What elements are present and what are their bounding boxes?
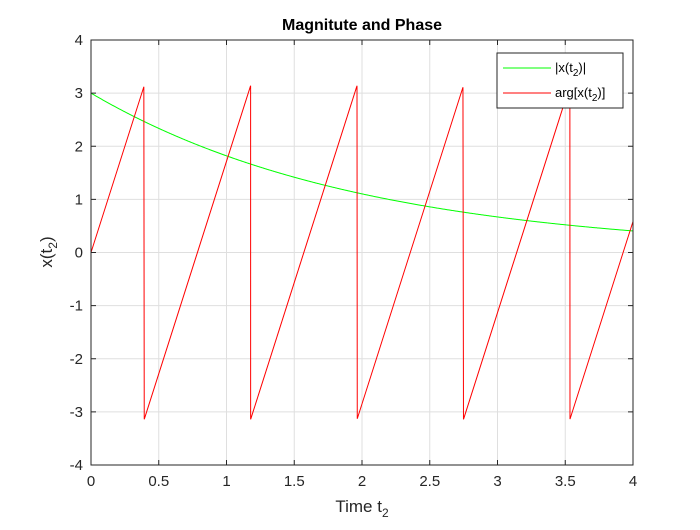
ticks: 0 0.5 1 1.5 2 2.5 3 3.5 4 4 3 2 1 0 -1 -2 -3 -4 [70, 32, 638, 490]
x-tick-label: 1 [222, 473, 230, 490]
x-axis-label: Time t2 [335, 497, 389, 520]
series-group [90, 85, 634, 420]
y-tick-label: -4 [70, 457, 83, 474]
legend-box [496, 52, 624, 109]
y-tick-label: -3 [70, 404, 83, 421]
x-axis-label-subscript: 2 [382, 506, 389, 520]
y-tick-label: 4 [75, 32, 83, 49]
legend-label-phase: arg[x(t2)] [555, 85, 605, 104]
y-tick-label: -1 [70, 298, 83, 315]
y-axis-label-subscript: 2 [46, 242, 60, 249]
legend-label-magnitude: |x(t2)| [555, 60, 586, 79]
x-tick-label: 2 [358, 473, 366, 490]
x-tick-label: 0 [87, 473, 95, 490]
x-tick-label: 3 [493, 473, 501, 490]
series-line-magnitude [90, 92, 634, 232]
chart-title: Magnitute and Phase [282, 17, 442, 34]
x-tick-label: 4 [629, 473, 637, 490]
y-tick-label: 0 [75, 245, 83, 262]
x-tick-label: 3.5 [555, 473, 576, 490]
x-tick-label: 2.5 [419, 473, 440, 490]
y-axis-label-close: ) [37, 236, 56, 242]
y-tick-label: 1 [75, 191, 83, 208]
y-axis-label: x(t2) [37, 236, 60, 267]
x-tick-label: 1.5 [284, 473, 305, 490]
y-tick-label: -2 [70, 351, 83, 368]
legend: |x(t2)| arg[x(t2)] [496, 52, 624, 109]
y-tick-label: 3 [75, 85, 83, 102]
y-tick-label: 2 [75, 138, 83, 155]
series-line-phase [90, 85, 634, 420]
x-tick-label: 0.5 [148, 473, 169, 490]
